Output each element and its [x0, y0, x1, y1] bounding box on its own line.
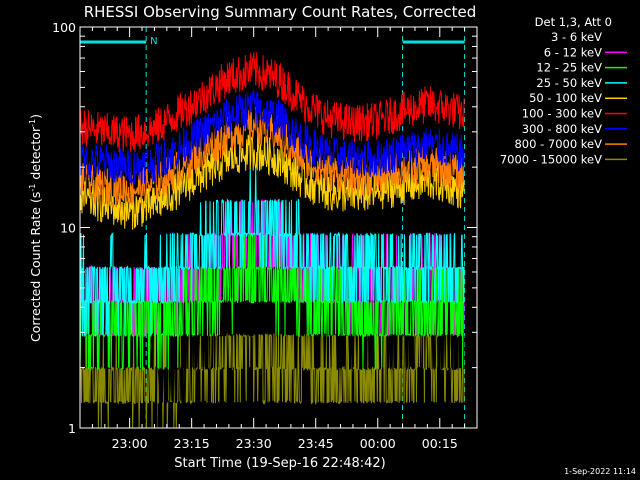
- y-axis-label-sup-2: -1: [28, 119, 37, 127]
- y-axis: 1 10 100: [52, 20, 477, 436]
- y-axis-label-sup-1: -1: [28, 184, 37, 192]
- legend-entry-label: 300 - 800 keV: [522, 122, 602, 136]
- series-line-5: [79, 52, 465, 153]
- chart-title: RHESSI Observing Summary Count Rates, Co…: [84, 3, 477, 21]
- series-line-6: [79, 88, 465, 187]
- x-tick-label: 00:15: [422, 436, 458, 451]
- legend-header: Det 1,3, Att 0: [535, 15, 612, 29]
- footer-timestamp: 1-Sep-2022 11:14: [564, 467, 636, 476]
- legend-entry-label: 100 - 300 keV: [522, 107, 602, 121]
- x-tick-label: 23:45: [298, 436, 334, 451]
- series-line-4: [79, 134, 465, 230]
- legend-entry-label: 50 - 100 keV: [529, 91, 602, 105]
- legend-entry-label: 25 - 50 keV: [536, 76, 602, 90]
- series-layer: [79, 52, 465, 429]
- legend-entry-label: 12 - 25 keV: [536, 61, 602, 75]
- x-tick-label: 00:00: [360, 436, 396, 451]
- legend-entry-label: 3 - 6 keV: [551, 30, 602, 44]
- y-axis-label-mid: detector: [28, 126, 43, 184]
- series-line-3: [79, 166, 465, 337]
- x-tick-label: 23:15: [174, 436, 210, 451]
- y-axis-label-end: ): [28, 114, 43, 119]
- series-line-0: [154, 235, 465, 429]
- x-axis-label: Start Time (19-Sep-16 22:48:42): [174, 456, 385, 471]
- legend-entry-label: 7000 - 15000 keV: [500, 152, 602, 166]
- night-label: N: [150, 36, 157, 47]
- x-axis: 23:00 23:15 23:30 23:45 00:00 00:15: [79, 27, 478, 451]
- y-tick-label: 1: [68, 421, 76, 436]
- legend-entry-label: 800 - 7000 keV: [514, 137, 602, 151]
- night-indicator-layer: N: [80, 27, 466, 428]
- y-tick-label: 10: [60, 221, 76, 236]
- legend-entry-label: 6 - 12 keV: [544, 45, 602, 59]
- x-tick-label: 23:30: [236, 436, 272, 451]
- y-tick-label: 100: [52, 20, 76, 35]
- y-axis-label: Corrected Count Rate (s-1 detector-1): [28, 114, 43, 342]
- series-line-8: [79, 302, 465, 429]
- x-tick-label: 23:00: [112, 436, 148, 451]
